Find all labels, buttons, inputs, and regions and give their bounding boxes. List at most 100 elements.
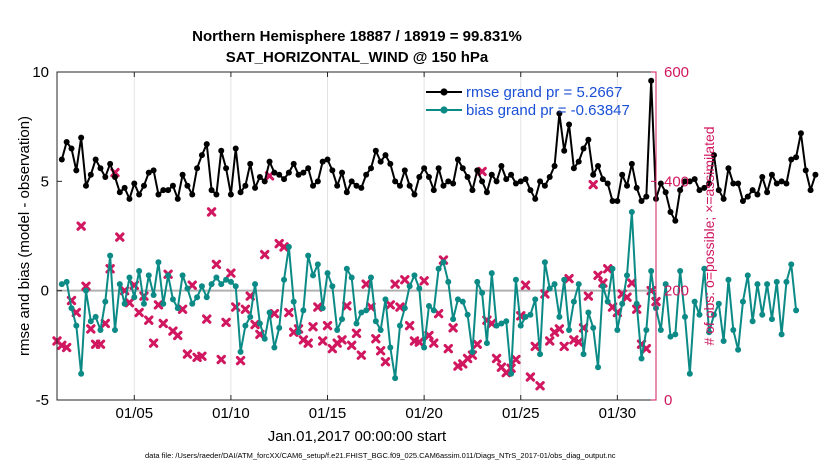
rmse-point — [223, 165, 230, 172]
obs-marker — [158, 318, 168, 329]
rmse-point — [522, 176, 529, 183]
obs-marker — [525, 372, 536, 382]
bias-point — [339, 316, 346, 323]
obs-marker — [134, 307, 144, 318]
rmse-point — [58, 156, 65, 163]
bias-point — [92, 313, 99, 320]
rmse-point — [744, 193, 751, 200]
bias-point — [131, 294, 138, 301]
rmse-point — [121, 184, 128, 191]
y-tick-label: -5 — [36, 392, 49, 409]
bias-point — [256, 320, 263, 327]
obs-marker — [602, 264, 613, 274]
obs-marker — [593, 270, 603, 281]
rmse-point — [237, 189, 244, 196]
y-axis-right-label: # of obs: o=possible; ×=assimilated — [701, 126, 717, 345]
rmse-point — [759, 173, 766, 180]
grid — [133, 72, 618, 400]
bias-point — [150, 292, 157, 299]
bias-point — [411, 272, 418, 279]
rmse-point — [319, 158, 326, 165]
rmse-point — [517, 178, 524, 185]
rmse-point — [169, 182, 176, 189]
obs-marker — [520, 280, 531, 290]
bias-point — [406, 283, 413, 290]
rmse-point — [551, 163, 558, 170]
bias-point — [479, 289, 486, 296]
bias-point — [527, 311, 534, 318]
obs-marker — [317, 336, 328, 346]
bias-point — [749, 318, 756, 325]
rmse-point — [677, 187, 684, 194]
obs-marker — [197, 351, 207, 361]
rmse-point — [285, 169, 292, 176]
rmse-point — [686, 178, 693, 185]
obs-marker — [61, 342, 72, 353]
bias-point — [421, 344, 428, 351]
obs-marker — [221, 317, 231, 328]
bias-point — [213, 274, 220, 281]
bias-point — [78, 370, 85, 377]
rmse-point — [667, 208, 674, 215]
rmse-point — [111, 173, 118, 180]
rmse-point — [387, 160, 394, 167]
bias-point — [310, 272, 317, 279]
obs-marker — [182, 349, 193, 359]
rmse-point — [189, 191, 196, 198]
obs-marker — [86, 324, 96, 334]
rmse-point — [633, 184, 640, 191]
rmse-point — [310, 182, 317, 189]
obs-marker — [202, 314, 212, 324]
obs-marker — [385, 300, 396, 310]
x-tick-label: 01/25 — [502, 405, 540, 422]
bias-point — [783, 278, 790, 285]
rmse-point — [797, 130, 804, 137]
rmse-point — [425, 173, 432, 180]
bias-point — [430, 307, 437, 314]
obs-marker — [100, 318, 111, 329]
bias-point — [710, 311, 717, 318]
bias-point — [720, 337, 727, 344]
rmse-point — [585, 136, 592, 143]
plot-background — [57, 72, 656, 400]
rmse-point — [261, 178, 268, 185]
bias-point — [440, 259, 447, 266]
bias-point — [324, 270, 331, 277]
rmse-point — [764, 189, 771, 196]
rmse-point — [788, 156, 795, 163]
chart-title: Northern Hemisphere 18887 / 18919 = 99.8… — [192, 28, 522, 45]
rmse-point — [604, 180, 611, 187]
bias-point — [744, 272, 751, 279]
rmse-point — [498, 163, 505, 170]
rmse-point — [252, 184, 259, 191]
rmse-point — [720, 195, 727, 202]
bias-point — [498, 320, 505, 327]
rmse-point — [367, 165, 374, 172]
rmse-point — [126, 195, 133, 202]
rmse-series — [58, 77, 819, 224]
bias-point — [773, 278, 780, 285]
bias-point — [285, 243, 292, 250]
obs-marker — [284, 307, 294, 318]
bias-point — [140, 300, 147, 307]
rmse-point — [63, 138, 70, 145]
rmse-point — [541, 182, 548, 189]
obs-marker — [400, 275, 410, 285]
bias-point — [764, 281, 771, 288]
y-right-tick-label: 600 — [664, 64, 689, 81]
bias-point — [73, 322, 80, 329]
bias-point — [638, 355, 645, 362]
bias-point — [358, 309, 365, 316]
bias-point — [367, 274, 374, 281]
bias-point — [450, 316, 457, 323]
rmse-point — [295, 171, 302, 178]
rmse-point — [218, 147, 225, 154]
rmse-point — [570, 165, 577, 172]
bias-point — [474, 278, 481, 285]
rmse-point — [131, 180, 138, 187]
rmse-point — [672, 217, 679, 224]
y-right-tick-label: 0 — [664, 392, 672, 409]
rmse-point — [329, 167, 336, 174]
bias-point — [701, 265, 708, 272]
bias-point — [730, 327, 737, 334]
